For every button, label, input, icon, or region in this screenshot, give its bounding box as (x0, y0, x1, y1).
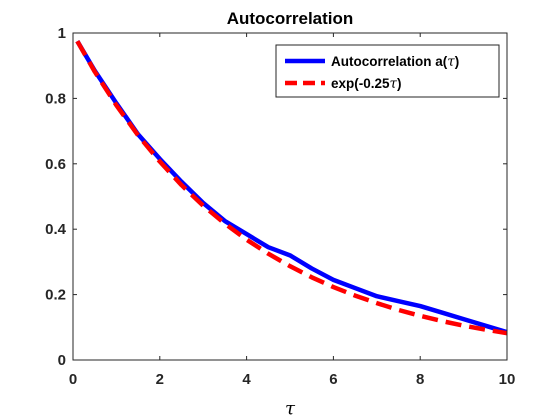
y-tick-label: 0.8 (45, 90, 66, 107)
x-tick-label: 4 (242, 371, 251, 388)
ticks-layer: 0 2 4 6 8 10 0 0.2 0.4 0.6 0.8 1 (45, 25, 515, 388)
legend-label-autocorrelation: Autocorrelation a(τ) (331, 54, 459, 70)
axes-box (72, 32, 508, 361)
x-tick-label: 6 (329, 371, 337, 388)
y-tick-label: 1 (58, 25, 66, 42)
x-axis-label: τ (285, 398, 296, 419)
x-tick-label: 2 (156, 371, 164, 388)
y-tick-label: 0.4 (45, 221, 67, 238)
series-layer (75, 40, 508, 336)
series-exp-fit-line (75, 40, 508, 336)
y-tick-label: 0.2 (45, 287, 66, 304)
y-tick-label: 0 (58, 352, 66, 369)
legend: Autocorrelation a(τ) exp(-0.25τ) (275, 44, 500, 98)
x-tick-label: 8 (416, 371, 424, 388)
x-tick-label: 0 (69, 371, 77, 388)
legend-label-exp-fit: exp(-0.25τ) (331, 76, 402, 92)
y-tick-label: 0.6 (45, 156, 66, 173)
x-tick-label: 10 (499, 371, 516, 388)
chart-title: Autocorrelation (227, 9, 354, 28)
legend-box (275, 44, 500, 98)
